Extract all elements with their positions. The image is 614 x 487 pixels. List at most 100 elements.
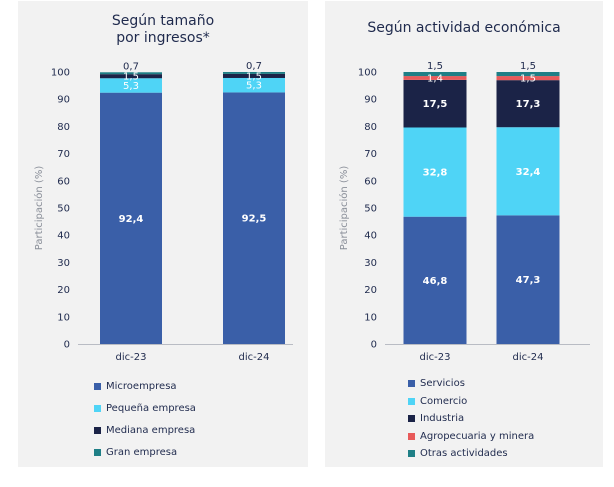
legend-item: Gran empresa [94,441,196,463]
data-label: 1,5 [520,61,536,72]
data-label: 32,4 [516,167,541,178]
chart-title-size: Según tamaño por ingresos* [18,13,308,47]
legend-item: Servicios [408,375,534,393]
data-label: 0,7 [246,61,262,72]
bar-segment [496,76,560,81]
legend-swatch [408,397,415,405]
data-label: 47,3 [516,275,541,286]
y-tick-label: 20 [364,285,377,296]
legend-item: Industria [408,410,534,428]
bar-segment [403,76,467,80]
bar-segment [223,77,285,93]
x-tick-label: dic-23 [420,352,451,363]
bar-segment [100,78,162,93]
data-label: 1,4 [427,73,443,84]
bar-segment [403,79,467,128]
legend-swatch [94,426,101,434]
legend-item: Otras actividades [408,445,534,463]
y-tick-label: 40 [57,231,70,242]
x-tick-label: dic-24 [513,352,544,363]
bar-segment [496,80,560,128]
y-tick-label: 10 [364,312,377,323]
y-tick-label: 70 [364,149,377,160]
y-tick-label: 80 [364,122,377,133]
legend-swatch [408,380,415,388]
chart-title-line: por ingresos* [116,30,210,46]
legend-swatch [94,382,101,390]
bar-segment [223,73,285,78]
y-tick-label: 60 [364,176,377,187]
data-label: 32,8 [423,168,448,179]
y-tick-label: 0 [64,340,70,351]
bar-segment [223,92,285,345]
bar-segment [403,72,467,77]
bars-group [100,72,285,345]
bar-segment [496,127,560,216]
y-axis-label: Participación (%) [33,166,45,251]
data-label: 92,5 [242,214,267,225]
data-label: 5,3 [246,81,262,92]
y-tick-label: 20 [57,285,70,296]
chart-title-line: Según actividad económica [367,20,561,36]
y-tick-label: 90 [364,95,377,106]
legend-activity: Servicios Comercio Industria Agropecuaria y… [408,375,534,463]
data-label: 0,7 [123,61,139,72]
bar-segment [100,92,162,344]
data-label: 46,8 [423,276,448,287]
y-tick-label: 100 [51,68,70,79]
legend-label: Servicios [420,378,465,390]
y-tick-label: 50 [57,204,70,215]
data-label: 1,5 [427,61,443,72]
chart-title-activity: Según actividad económica [325,20,603,37]
chart-panel-activity: Según actividad económica 0 10 20 30 40 50 60 7… [325,1,603,467]
data-label: 17,5 [423,99,448,110]
legend-swatch [408,415,415,423]
bar-segment [403,216,467,344]
legend-item: Comercio [408,393,534,411]
y-tick-label: 100 [358,68,377,79]
legend-item: Agropecuaria y minera [408,428,534,446]
x-tick-label: dic-24 [239,352,270,363]
legend-swatch [94,448,101,456]
y-tick-label: 80 [57,122,70,133]
bar-segment [403,127,467,217]
legend-label: Gran empresa [106,446,178,458]
legend-label: Mediana empresa [106,424,196,436]
legend-item: Pequeña empresa [94,397,196,419]
legend-label: Microempresa [106,380,177,392]
y-tick-label: 0 [371,340,377,351]
y-tick-label: 60 [57,176,70,187]
bar-segment [100,74,162,79]
chart-title-line: Según tamaño [111,13,215,29]
legend-size: Microempresa Pequeña empresa Mediana empre… [94,375,196,463]
legend-label: Otras actividades [420,448,508,460]
legend-swatch [94,404,101,412]
y-axis-label: Participación (%) [338,166,350,251]
legend-label: Industria [420,413,465,425]
data-label: 1,5 [123,72,139,83]
legend-label: Agropecuaria y minera [420,430,535,442]
bar-segment [496,215,560,344]
bar-segment [223,72,285,74]
y-tick-label: 50 [364,204,377,215]
stacked-bar-chart-size: 0 10 20 30 40 50 60 70 80 90 100 Participación (%) 9… [33,61,293,363]
data-label: 5,3 [123,81,139,92]
legend-label: Pequeña empresa [106,402,196,414]
legend-item: Microempresa [94,375,196,397]
y-tick-label: 90 [57,95,70,106]
chart-panel-size: Según tamaño por ingresos* 0 10 20 30 40 50 60… [18,1,308,467]
y-tick-label: 30 [57,258,70,269]
legend-item: Mediana empresa [94,419,196,441]
data-label: 17,3 [516,99,541,110]
data-label: 1,5 [246,71,262,82]
y-tick-label: 40 [364,231,377,242]
legend-swatch [408,450,415,458]
x-tick-label: dic-23 [116,352,147,363]
bars-group [403,72,560,344]
bar-segment [496,72,560,77]
y-tick-label: 30 [364,258,377,269]
bar-segment [100,72,162,75]
stacked-bar-chart-activity: 0 10 20 30 40 50 60 70 80 90 100 Participación (%) 4… [338,61,590,363]
data-label: 1,5 [520,74,536,85]
legend-label: Comercio [420,395,468,407]
